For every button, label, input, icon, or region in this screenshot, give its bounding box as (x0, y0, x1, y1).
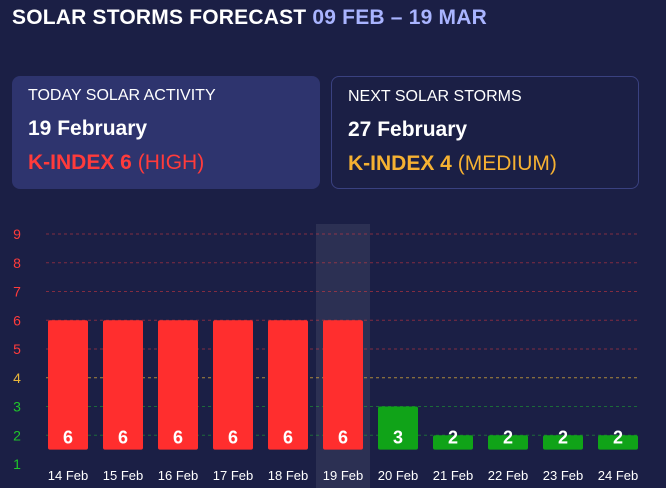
today-card-kindex: K-INDEX 6 (HIGH) (28, 151, 304, 175)
title-text: SOLAR STORMS FORECAST (12, 6, 307, 29)
y-tick-label-6: 6 (13, 312, 21, 328)
bar-24-feb (598, 435, 638, 450)
x-tick-label: 14 Feb (48, 468, 88, 483)
y-tick-label-8: 8 (13, 255, 21, 271)
y-tick-label-1: 1 (13, 456, 21, 472)
bar-value-label: 2 (448, 428, 458, 448)
y-tick-label-2: 2 (13, 427, 21, 443)
y-tick-label-5: 5 (13, 341, 21, 357)
bar-20-feb (378, 406, 418, 450)
bar-value-label: 6 (283, 428, 293, 448)
bar-value-label: 6 (63, 428, 73, 448)
k-index-bar-chart: 1 2 3 4 5 6 7 8 9 6 14 Feb 6 15 Feb 6 16 Feb 6 17 Feb 6 18… (13, 224, 640, 488)
bar-18-feb (268, 320, 308, 450)
x-tick-label: 17 Feb (213, 468, 253, 483)
x-tick-label: 24 Feb (598, 468, 638, 483)
bar-21-feb (433, 435, 473, 450)
today-card-label: TODAY SOLAR ACTIVITY (28, 87, 216, 104)
x-tick-label: 18 Feb (268, 468, 308, 483)
bar-22-feb (488, 435, 528, 450)
x-tick-label: 15 Feb (103, 468, 143, 483)
title-date-range: 09 FEB – 19 MAR (312, 6, 487, 29)
next-card-date: 27 February (348, 118, 468, 141)
x-tick-label: 21 Feb (433, 468, 473, 483)
x-tick-label: 23 Feb (543, 468, 583, 483)
next-card-kindex: K-INDEX 4 (MEDIUM) (348, 152, 622, 176)
bar-value-label: 6 (173, 428, 183, 448)
x-tick-label: 16 Feb (158, 468, 198, 483)
y-tick-label-7: 7 (13, 284, 21, 300)
page-title: SOLAR STORMS FORECAST 09 FEB – 19 MAR (12, 6, 487, 30)
today-kindex-value: K-INDEX 6 (28, 151, 132, 174)
next-kindex-value: K-INDEX 4 (348, 152, 452, 175)
x-tick-label: 19 Feb (323, 468, 363, 483)
bar-17-feb (213, 320, 253, 450)
x-tick-label: 20 Feb (378, 468, 418, 483)
bar-16-feb (158, 320, 198, 450)
y-tick-label-4: 4 (13, 370, 21, 386)
next-kindex-level: (MEDIUM) (457, 152, 557, 175)
y-tick-label-9: 9 (13, 226, 21, 242)
bar-value-label: 6 (338, 428, 348, 448)
bar-value-label: 3 (393, 428, 403, 448)
bar-value-label: 2 (558, 428, 568, 448)
bar-14-feb (48, 320, 88, 450)
bar-15-feb (103, 320, 143, 450)
bar-value-label: 6 (118, 428, 128, 448)
today-kindex-level: (HIGH) (137, 151, 205, 174)
x-tick-label: 22 Feb (488, 468, 528, 483)
bar-value-label: 2 (613, 428, 623, 448)
today-activity-card: TODAY SOLAR ACTIVITY 19 February K-INDEX… (12, 76, 320, 189)
y-tick-label-3: 3 (13, 399, 21, 415)
today-card-date: 19 February (28, 117, 148, 140)
bar-value-label: 2 (503, 428, 513, 448)
bar-23-feb (543, 435, 583, 450)
next-storms-card: NEXT SOLAR STORMS 27 February K-INDEX 4 … (331, 76, 639, 189)
bar-19-feb (323, 320, 363, 450)
bar-value-label: 6 (228, 428, 238, 448)
next-card-label: NEXT SOLAR STORMS (348, 88, 522, 105)
